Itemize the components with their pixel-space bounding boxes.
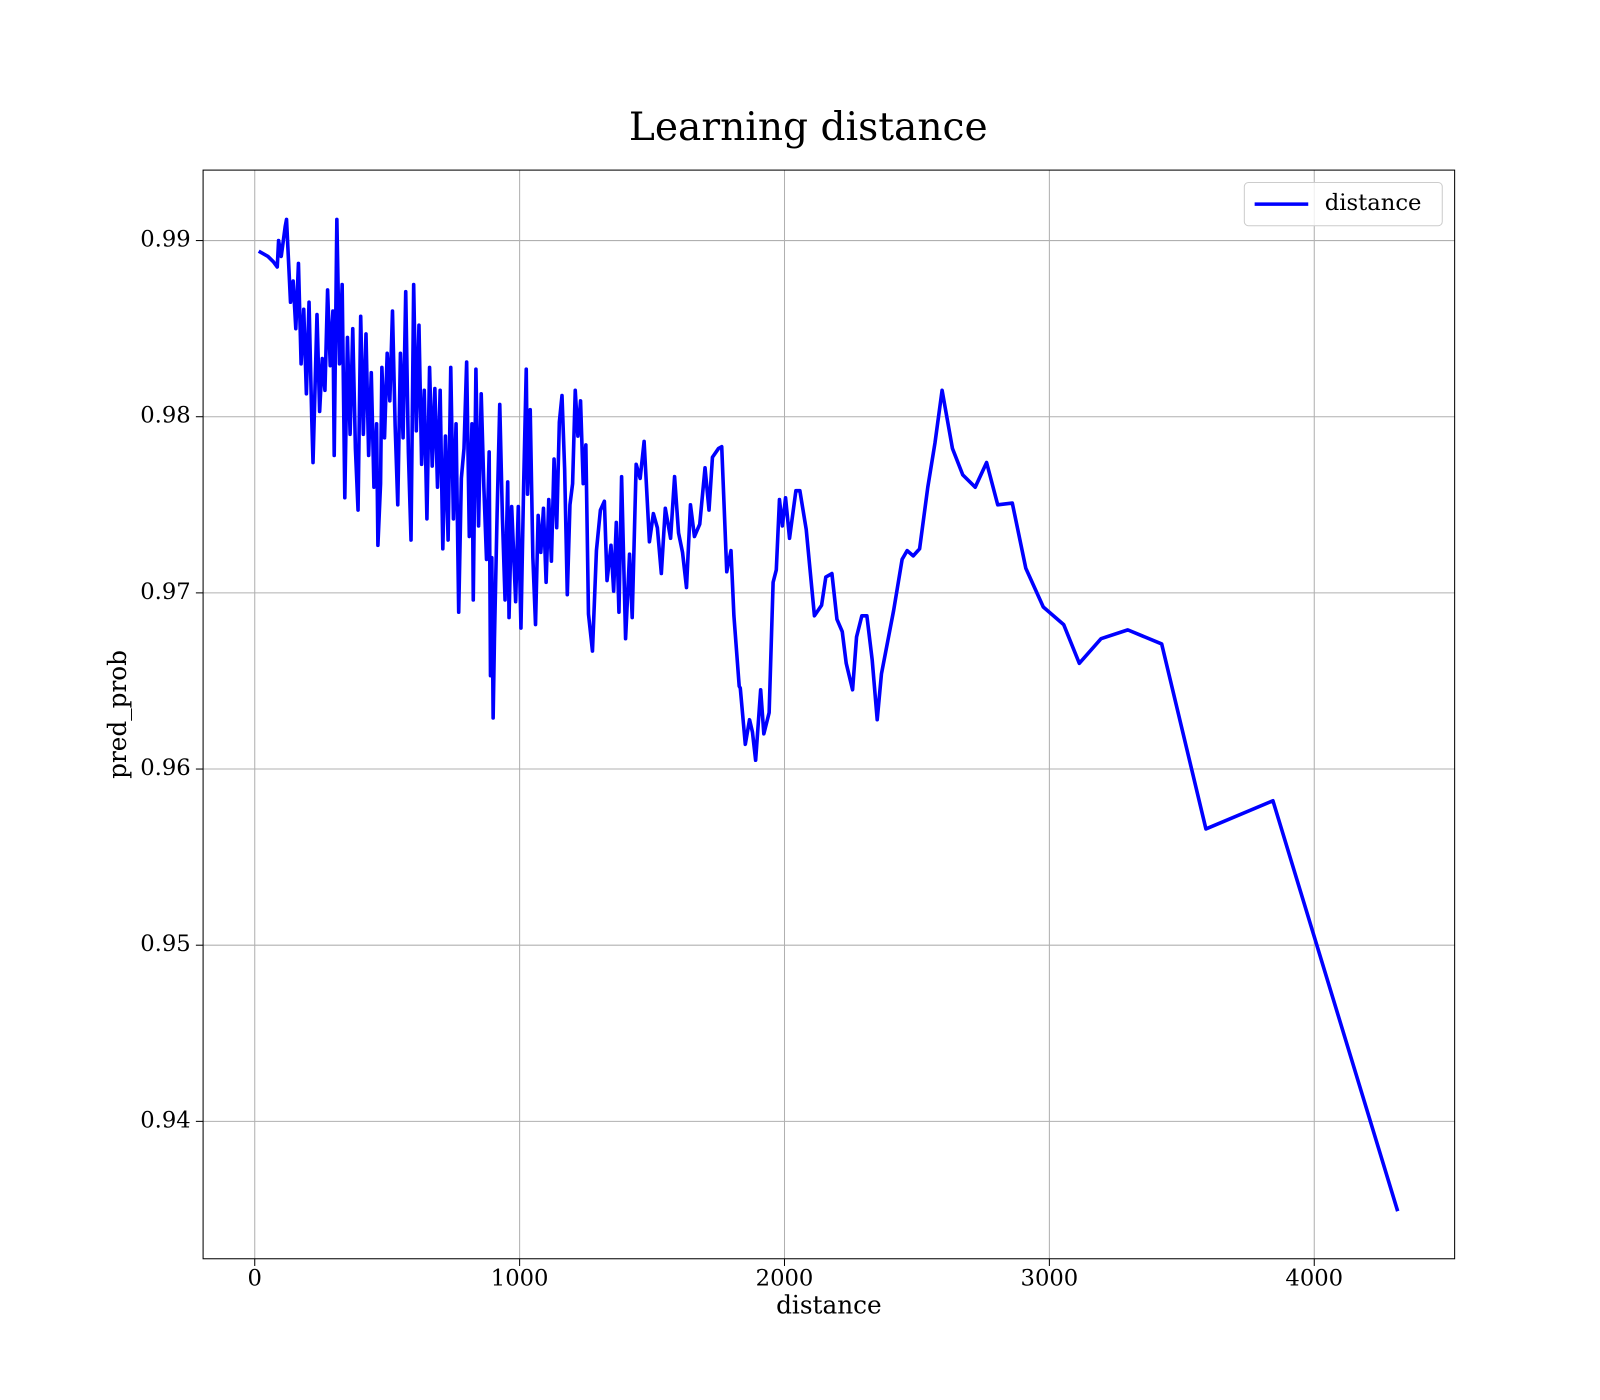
data-line [257, 217, 1400, 1212]
x-tick-label: 1000 [491, 1265, 549, 1291]
y-axis-label: pred_prob [103, 650, 132, 779]
legend-box [1243, 181, 1443, 227]
x-tick-label: 0 [248, 1265, 262, 1291]
x-tick-label: 4000 [1285, 1265, 1343, 1291]
x-tick-label: 2000 [756, 1265, 814, 1291]
y-tick-label: 0.95 [140, 931, 190, 957]
chart-title: Learning distance [629, 105, 988, 150]
y-tick-label: 0.97 [140, 579, 190, 605]
x-axis-label: distance [776, 1291, 882, 1320]
y-tick-label: 0.94 [140, 1107, 190, 1133]
y-tick-label: 0.99 [140, 227, 190, 253]
y-tick-label: 0.98 [140, 403, 190, 429]
y-tick-label: 0.96 [140, 755, 190, 781]
x-tick-label: 3000 [1021, 1265, 1079, 1291]
plot-frame [202, 169, 1456, 1260]
legend-label: distance [1325, 190, 1422, 216]
